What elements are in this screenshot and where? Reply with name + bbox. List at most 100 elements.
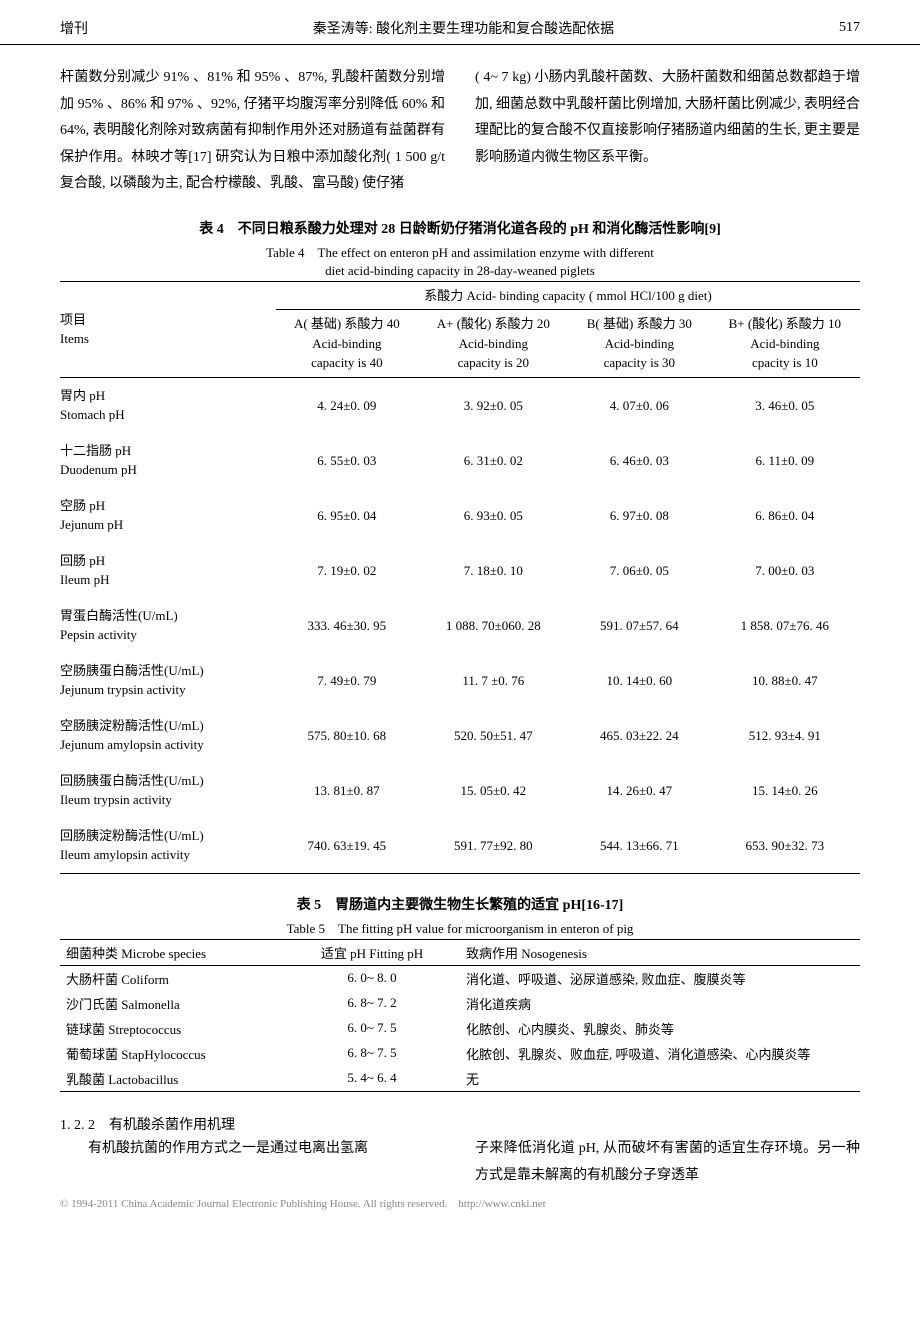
- table4-cell: 591. 77±92. 80: [418, 818, 569, 874]
- table4-cell: 575. 80±10. 68: [276, 708, 418, 763]
- table-row: 回肠胰蛋白酶活性(U/mL)Ileum trypsin activity13. …: [60, 763, 860, 818]
- table4-cell: 740. 63±19. 45: [276, 818, 418, 874]
- table-row: 十二指肠 pHDuodenum pH6. 55±0. 036. 31±0. 02…: [60, 433, 860, 488]
- table-row: 回肠胰淀粉酶活性(U/mL)Ileum amylopsin activity74…: [60, 818, 860, 874]
- table4-col-1: A+ (酸化) 系酸力 20Acid-bindingcapacity is 20: [418, 310, 569, 378]
- table4-cell: 10. 88±0. 47: [710, 653, 860, 708]
- table4-row-label: 胃内 pHStomach pH: [60, 377, 276, 433]
- table4-cell: 7. 19±0. 02: [276, 543, 418, 598]
- table5-title-cn: 表 5 胃肠道内主要微生物生长繁殖的适宜 pH[16-17]: [60, 894, 860, 914]
- page-header: 增刊 秦圣涛等: 酸化剂主要生理功能和复合酸选配依据 517: [0, 0, 920, 45]
- table4-title-en1: Table 4 The effect on enteron pH and ass…: [60, 242, 860, 261]
- tb5-ph: 6. 8~ 7. 2: [284, 991, 460, 1016]
- table5-section: 表 5 胃肠道内主要微生物生长繁殖的适宜 pH[16-17] Table 5 T…: [0, 884, 920, 1102]
- issue-label: 增刊: [60, 18, 88, 38]
- table4-cell: 4. 07±0. 06: [569, 377, 710, 433]
- table4-col-3: B+ (酸化) 系酸力 10Acid-bindingcpacity is 10: [710, 310, 860, 378]
- section-heading: 1. 2. 2 有机酸杀菌作用机理: [0, 1102, 920, 1136]
- table4-cell: 544. 13±66. 71: [569, 818, 710, 874]
- table4-cell: 15. 05±0. 42: [418, 763, 569, 818]
- table4-cell: 465. 03±22. 24: [569, 708, 710, 763]
- tb5-noso: 消化道疾病: [460, 991, 860, 1016]
- table4-items-cn: 项目: [60, 312, 86, 327]
- table4-col-0: A( 基础) 系酸力 40Acid-bindingcapacity is 40: [276, 310, 418, 378]
- table-row: 沙门氏菌 Salmonella6. 8~ 7. 2消化道疾病: [60, 991, 860, 1016]
- table4-col-2: B( 基础) 系酸力 30Acid-bindingcapacity is 30: [569, 310, 710, 378]
- table4-cell: 6. 55±0. 03: [276, 433, 418, 488]
- table-row: 空肠 pHJejunum pH6. 95±0. 046. 93±0. 056. …: [60, 488, 860, 543]
- table4: 项目 Items 系酸力 Acid- binding capacity ( mm…: [60, 281, 860, 874]
- table4-cell: 4. 24±0. 09: [276, 377, 418, 433]
- tb5-species: 沙门氏菌 Salmonella: [60, 991, 284, 1016]
- table4-cell: 6. 31±0. 02: [418, 433, 569, 488]
- table-row: 葡萄球菌 StapHylococcus6. 8~ 7. 5化脓创、乳腺炎、败血症…: [60, 1041, 860, 1066]
- table4-cell: 6. 86±0. 04: [710, 488, 860, 543]
- table4-title-cn: 表 4 不同日粮系酸力处理对 28 日龄断奶仔猪消化道各段的 pH 和消化酶活性…: [60, 218, 860, 238]
- tb5-ph: 5. 4~ 6. 4: [284, 1066, 460, 1092]
- table4-row-label: 空肠胰淀粉酶活性(U/mL)Jejunum amylopsin activity: [60, 708, 276, 763]
- running-title: 秦圣涛等: 酸化剂主要生理功能和复合酸选配依据: [313, 18, 614, 38]
- table4-cell: 6. 97±0. 08: [569, 488, 710, 543]
- tb5-ph: 6. 0~ 8. 0: [284, 965, 460, 991]
- table4-title-en2: diet acid-binding capacity in 28-day-wea…: [60, 263, 860, 279]
- table4-cell: 13. 81±0. 87: [276, 763, 418, 818]
- table5-title-en: Table 5 The fitting pH value for microor…: [60, 918, 860, 937]
- tb5-species: 大肠杆菌 Coliform: [60, 965, 284, 991]
- table4-row-label: 十二指肠 pHDuodenum pH: [60, 433, 276, 488]
- table4-cell: 653. 90±32. 73: [710, 818, 860, 874]
- tb5-noso: 无: [460, 1066, 860, 1092]
- body-two-column: 杆菌数分别减少 91% 、81% 和 95% 、87%, 乳酸杆菌数分别增加 9…: [0, 45, 920, 208]
- table4-cell: 1 858. 07±76. 46: [710, 598, 860, 653]
- tb5-species: 葡萄球菌 StapHylococcus: [60, 1041, 284, 1066]
- tb5-ph: 6. 0~ 7. 5: [284, 1016, 460, 1041]
- tb5-h-noso: 致病作用 Nosogenesis: [460, 939, 860, 965]
- body-col-left: 杆菌数分别减少 91% 、81% 和 95% 、87%, 乳酸杆菌数分别增加 9…: [60, 65, 445, 198]
- tb5-ph: 6. 8~ 7. 5: [284, 1041, 460, 1066]
- table-row: 胃蛋白酶活性(U/mL)Pepsin activity333. 46±30. 9…: [60, 598, 860, 653]
- table4-cell: 6. 11±0. 09: [710, 433, 860, 488]
- bottom-two-column: 有机酸抗菌的作用方式之一是通过电离出氢离 子来降低消化道 pH, 从而破坏有害菌…: [0, 1136, 920, 1193]
- table4-items-en: Items: [60, 331, 89, 346]
- table4-cell: 1 088. 70±060. 28: [418, 598, 569, 653]
- table4-section: 表 4 不同日粮系酸力处理对 28 日龄断奶仔猪消化道各段的 pH 和消化酶活性…: [0, 208, 920, 884]
- tb5-h-ph: 适宜 pH Fitting pH: [284, 939, 460, 965]
- table-row: 乳酸菌 Lactobacillus5. 4~ 6. 4无: [60, 1066, 860, 1092]
- tb5-h-species: 细菌种类 Microbe species: [60, 939, 284, 965]
- table4-row-label: 空肠 pHJejunum pH: [60, 488, 276, 543]
- bottom-col-left: 有机酸抗菌的作用方式之一是通过电离出氢离: [60, 1136, 445, 1189]
- table4-cell: 591. 07±57. 64: [569, 598, 710, 653]
- copyright-footer: © 1994-2011 China Academic Journal Elect…: [0, 1193, 920, 1221]
- table4-row-label: 回肠 pHIleum pH: [60, 543, 276, 598]
- table4-row-label: 回肠胰淀粉酶活性(U/mL)Ileum amylopsin activity: [60, 818, 276, 874]
- table4-cell: 3. 92±0. 05: [418, 377, 569, 433]
- table4-cell: 7. 06±0. 05: [569, 543, 710, 598]
- table4-cell: 3. 46±0. 05: [710, 377, 860, 433]
- page-number: 517: [839, 20, 860, 36]
- table4-cell: 6. 95±0. 04: [276, 488, 418, 543]
- table4-cell: 333. 46±30. 95: [276, 598, 418, 653]
- table-row: 空肠胰蛋白酶活性(U/mL)Jejunum trypsin activity7.…: [60, 653, 860, 708]
- table4-cell: 7. 49±0. 79: [276, 653, 418, 708]
- table4-cell: 10. 14±0. 60: [569, 653, 710, 708]
- table4-row-label: 胃蛋白酶活性(U/mL)Pepsin activity: [60, 598, 276, 653]
- table4-row-label: 回肠胰蛋白酶活性(U/mL)Ileum trypsin activity: [60, 763, 276, 818]
- table4-cell: 512. 93±4. 91: [710, 708, 860, 763]
- tb5-species: 链球菌 Streptococcus: [60, 1016, 284, 1041]
- tb5-species: 乳酸菌 Lactobacillus: [60, 1066, 284, 1092]
- table-row: 空肠胰淀粉酶活性(U/mL)Jejunum amylopsin activity…: [60, 708, 860, 763]
- table-row: 链球菌 Streptococcus6. 0~ 7. 5化脓创、心内膜炎、乳腺炎、…: [60, 1016, 860, 1041]
- tb5-noso: 化脓创、乳腺炎、败血症, 呼吸道、消化道感染、心内膜炎等: [460, 1041, 860, 1066]
- table4-cell: 6. 46±0. 03: [569, 433, 710, 488]
- table4-header-group: 系酸力 Acid- binding capacity ( mmol HCl/10…: [276, 281, 860, 310]
- table4-cell: 6. 93±0. 05: [418, 488, 569, 543]
- table5: 细菌种类 Microbe species 适宜 pH Fitting pH 致病…: [60, 939, 860, 1092]
- table4-cell: 11. 7 ±0. 76: [418, 653, 569, 708]
- table4-row-label: 空肠胰蛋白酶活性(U/mL)Jejunum trypsin activity: [60, 653, 276, 708]
- table4-cell: 15. 14±0. 26: [710, 763, 860, 818]
- table4-cell: 520. 50±51. 47: [418, 708, 569, 763]
- tb5-noso: 消化道、呼吸道、泌尿道感染, 败血症、腹膜炎等: [460, 965, 860, 991]
- bottom-col-right: 子来降低消化道 pH, 从而破坏有害菌的适宜生存环境。另一种方式是靠未解离的有机…: [475, 1136, 860, 1189]
- table4-cell: 7. 18±0. 10: [418, 543, 569, 598]
- tb5-noso: 化脓创、心内膜炎、乳腺炎、肺炎等: [460, 1016, 860, 1041]
- table-row: 大肠杆菌 Coliform6. 0~ 8. 0消化道、呼吸道、泌尿道感染, 败血…: [60, 965, 860, 991]
